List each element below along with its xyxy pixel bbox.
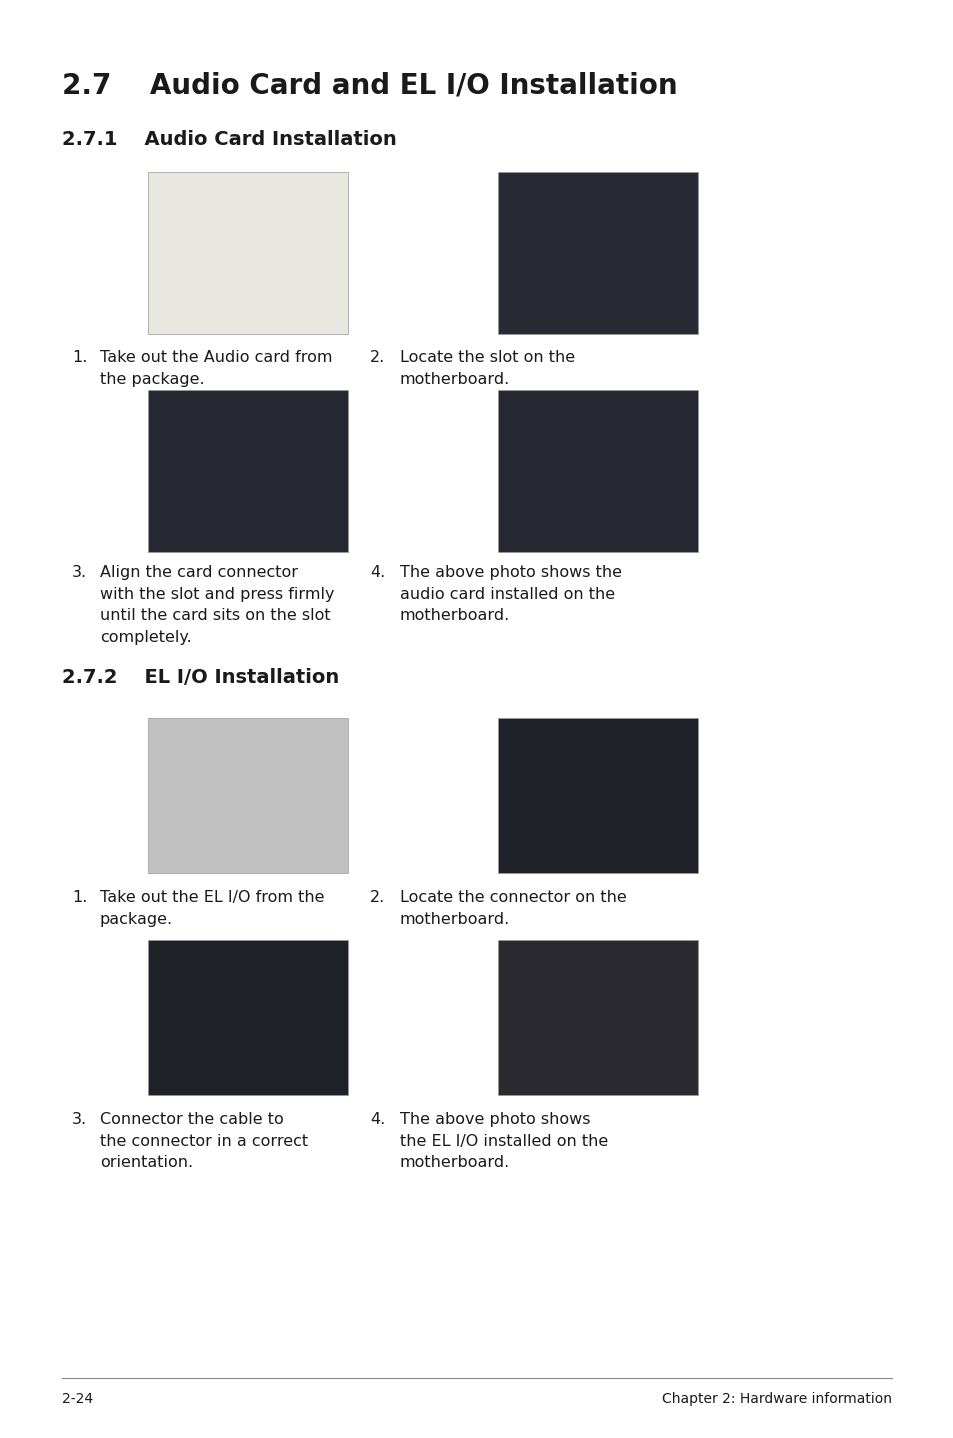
Bar [497, 390, 698, 552]
Bar [497, 718, 698, 873]
Text: 2.7    Audio Card and EL I/O Installation: 2.7 Audio Card and EL I/O Installation [62, 72, 677, 101]
Text: Connector the cable to
the connector in a correct
orientation.: Connector the cable to the connector in … [100, 1112, 308, 1171]
Text: Locate the slot on the
motherboard.: Locate the slot on the motherboard. [399, 349, 575, 387]
Text: 2.7.1    Audio Card Installation: 2.7.1 Audio Card Installation [62, 129, 396, 150]
Text: The above photo shows
the EL I/O installed on the
motherboard.: The above photo shows the EL I/O install… [399, 1112, 608, 1171]
Bar [148, 718, 348, 873]
Text: 1.: 1. [71, 890, 88, 905]
Text: Locate the connector on the
motherboard.: Locate the connector on the motherboard. [399, 890, 626, 926]
Text: 3.: 3. [71, 1112, 87, 1127]
Bar [148, 173, 348, 334]
Bar [148, 390, 348, 552]
Bar [497, 940, 698, 1094]
Text: 1.: 1. [71, 349, 88, 365]
Text: Take out the EL I/O from the
package.: Take out the EL I/O from the package. [100, 890, 324, 926]
Text: 4.: 4. [370, 1112, 385, 1127]
Text: 2.: 2. [370, 890, 385, 905]
Bar [148, 940, 348, 1094]
Text: 2.: 2. [370, 349, 385, 365]
Text: Chapter 2: Hardware information: Chapter 2: Hardware information [661, 1392, 891, 1406]
Text: The above photo shows the
audio card installed on the
motherboard.: The above photo shows the audio card ins… [399, 565, 621, 623]
Text: 2.7.2    EL I/O Installation: 2.7.2 EL I/O Installation [62, 669, 339, 687]
Text: 4.: 4. [370, 565, 385, 580]
Bar [497, 173, 698, 334]
Text: Align the card connector
with the slot and press firmly
until the card sits on t: Align the card connector with the slot a… [100, 565, 335, 644]
Text: Take out the Audio card from
the package.: Take out the Audio card from the package… [100, 349, 333, 387]
Text: 3.: 3. [71, 565, 87, 580]
Text: 2-24: 2-24 [62, 1392, 93, 1406]
